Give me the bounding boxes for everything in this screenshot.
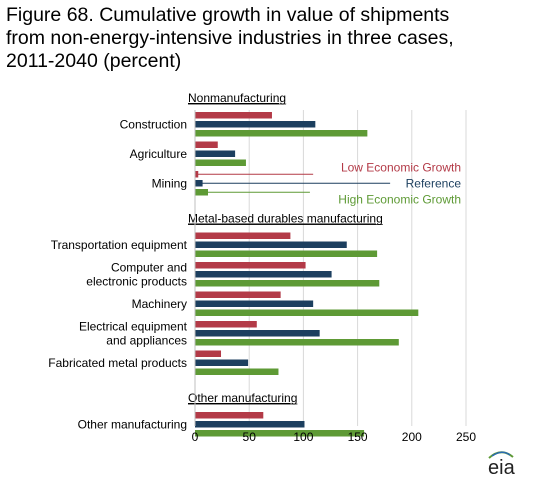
bar-high bbox=[195, 339, 399, 346]
bar-low bbox=[195, 412, 264, 419]
category-label: and appliances bbox=[106, 333, 187, 347]
category-label: Computer and bbox=[111, 260, 187, 274]
logo-text: eia bbox=[488, 457, 515, 479]
annotation-low: Low Economic Growth bbox=[341, 160, 461, 174]
chart-title: Figure 68. Cumulative growth in value of… bbox=[6, 4, 526, 73]
title-line-3: 2011-2040 (percent) bbox=[6, 50, 182, 72]
bar-low bbox=[195, 112, 272, 119]
category-label: Construction bbox=[120, 117, 187, 131]
category-label: Fabricated metal products bbox=[48, 356, 187, 370]
bar-reference bbox=[195, 271, 332, 278]
annotation-reference: Reference bbox=[406, 176, 462, 190]
group-header: Nonmanufacturing bbox=[188, 91, 286, 105]
x-tick-label: 150 bbox=[348, 430, 368, 444]
category-label: electronic products bbox=[86, 274, 187, 288]
bar-reference bbox=[195, 300, 314, 307]
title-line-1: Figure 68. Cumulative growth in value of… bbox=[6, 4, 450, 26]
bar-high bbox=[195, 130, 368, 137]
category-label: Transportation equipment bbox=[51, 238, 188, 252]
category-label: Other manufacturing bbox=[78, 417, 187, 431]
bar-reference bbox=[195, 150, 236, 157]
x-tick-label: 250 bbox=[456, 430, 476, 444]
category-label: Machinery bbox=[132, 297, 187, 311]
eia-logo-icon: eia bbox=[483, 449, 521, 481]
group-headers: Nonmanufacturing Metal-based durables man… bbox=[188, 91, 383, 405]
x-tick-label: 200 bbox=[402, 430, 422, 444]
bar-high bbox=[195, 280, 380, 287]
category-label: Mining bbox=[152, 176, 187, 190]
x-tick-label: 50 bbox=[243, 430, 257, 444]
title-line-2: from non-energy-intensive industries in … bbox=[6, 27, 454, 49]
category-labels: Construction Agriculture Mining Transportat… bbox=[48, 117, 187, 431]
group-header: Metal-based durables manufacturing bbox=[188, 212, 383, 226]
bar-reference bbox=[195, 359, 249, 366]
bar-low bbox=[195, 350, 222, 357]
category-label: Electrical equipment bbox=[79, 319, 188, 333]
x-tick-label: 100 bbox=[293, 430, 313, 444]
bar-low bbox=[195, 141, 218, 148]
bar-low bbox=[195, 291, 281, 298]
group-header: Other manufacturing bbox=[188, 391, 297, 405]
bar-reference bbox=[195, 421, 305, 428]
bar-high bbox=[195, 368, 279, 375]
bar-low bbox=[195, 262, 306, 269]
bar-high bbox=[195, 159, 246, 166]
bar-reference bbox=[195, 121, 316, 128]
series-annotations: Low Economic Growth Reference High Economi… bbox=[195, 160, 461, 206]
bar-reference bbox=[195, 330, 320, 337]
bar-reference bbox=[195, 241, 347, 248]
eia-logo-arc-icon bbox=[488, 451, 514, 459]
bar-low bbox=[195, 232, 291, 239]
bar-high bbox=[195, 309, 419, 316]
x-tick-labels: 0 50 100 150 200 250 bbox=[192, 430, 477, 444]
bar-low bbox=[195, 321, 257, 328]
x-tick-label: 0 bbox=[192, 430, 199, 444]
bar-high bbox=[195, 430, 365, 437]
category-label: Agriculture bbox=[130, 147, 188, 161]
annotation-high: High Economic Growth bbox=[338, 192, 461, 206]
bar-high bbox=[195, 250, 378, 257]
